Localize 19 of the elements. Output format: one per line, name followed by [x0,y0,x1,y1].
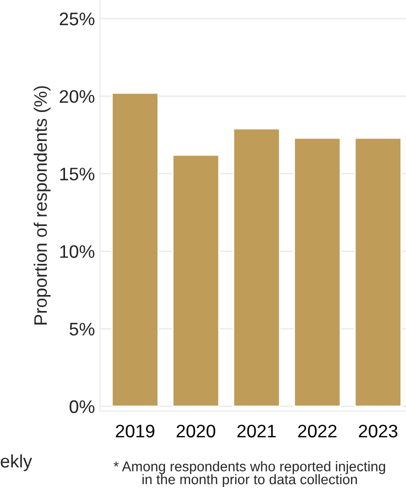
bar [294,137,342,408]
text: ekly [0,454,32,472]
y-tick-label: 5% [70,322,94,336]
y-tick-label: 10% [60,245,94,258]
x-tick-label: 2021 [237,424,276,438]
x-tick-label: 2020 [176,424,216,438]
x-tick-label: 2022 [298,424,336,438]
y-tick-label: 0% [70,400,94,414]
y-tick-label: 20% [60,90,94,103]
bar [354,137,402,408]
y-tick-label: 25% [60,12,94,26]
text: * Among respondents who reported injecting in the month prior to data collection [114,461,386,488]
bar [111,92,159,408]
bar [232,128,280,408]
x-tick-label: 2023 [358,424,398,438]
bar [172,154,220,408]
y-tick-label: 15% [60,168,94,180]
x-tick-label: 2019 [116,424,154,438]
y-axis-title: Proportion of respondents (%) [34,86,51,324]
